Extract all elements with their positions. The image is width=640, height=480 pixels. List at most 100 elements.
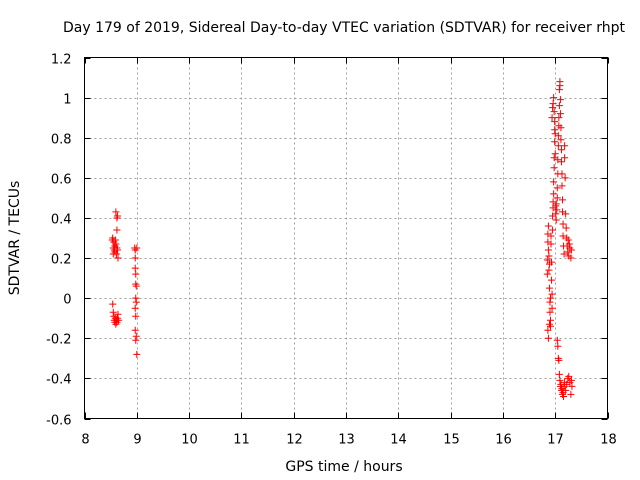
data-point xyxy=(132,312,140,320)
data-point xyxy=(552,200,560,208)
data-point xyxy=(132,332,140,340)
data-point xyxy=(553,336,561,344)
data-point xyxy=(545,266,553,274)
x-tick-label: 18 xyxy=(600,433,617,448)
y-tick-label: -0.2 xyxy=(46,333,71,348)
data-point xyxy=(560,250,568,258)
data-point xyxy=(555,86,563,94)
data-point xyxy=(551,150,559,158)
x-tick-label: 17 xyxy=(547,433,564,448)
data-point xyxy=(131,264,139,272)
data-point xyxy=(550,108,558,116)
x-tick-label: 13 xyxy=(338,433,355,448)
data-points xyxy=(108,78,576,400)
data-point xyxy=(113,212,121,220)
x-tick-label: 12 xyxy=(286,433,303,448)
data-point xyxy=(545,320,553,328)
data-point xyxy=(112,208,120,216)
data-point xyxy=(555,356,563,364)
data-point xyxy=(113,246,121,254)
y-tick-label: 1 xyxy=(63,93,71,108)
data-point xyxy=(558,170,566,178)
data-point xyxy=(132,336,140,344)
data-point xyxy=(548,276,556,284)
x-axis-label: GPS time / hours xyxy=(285,459,402,475)
data-point xyxy=(549,226,557,234)
data-point xyxy=(553,206,561,214)
data-point xyxy=(109,308,117,316)
data-point xyxy=(552,216,560,224)
data-point xyxy=(111,236,119,244)
data-point xyxy=(551,138,559,146)
data-point xyxy=(559,220,567,228)
x-tick-label: 9 xyxy=(133,433,141,448)
data-point xyxy=(114,310,122,318)
data-point xyxy=(544,246,552,254)
data-point xyxy=(565,240,573,248)
x-tick-label: 8 xyxy=(81,433,89,448)
data-point xyxy=(546,298,554,306)
y-axis-label: SDTVAR / TECUs xyxy=(7,181,23,296)
data-point xyxy=(131,304,139,312)
data-point xyxy=(557,158,565,166)
data-point xyxy=(550,190,558,198)
data-point xyxy=(544,222,552,230)
data-point xyxy=(547,240,555,248)
data-point xyxy=(548,304,556,312)
y-tick-labels: -0.6 -0.4 -0.2 0 0.2 0.4 0.6 0.8 1 1.2 xyxy=(46,53,71,429)
data-point xyxy=(544,334,552,342)
data-point xyxy=(557,136,565,144)
data-point xyxy=(132,282,140,290)
data-point xyxy=(114,316,122,324)
data-point xyxy=(567,390,575,398)
data-point xyxy=(109,300,117,308)
data-point xyxy=(544,326,552,334)
y-tick-label: 0.8 xyxy=(51,133,72,148)
data-point xyxy=(554,132,562,140)
data-point xyxy=(548,290,556,298)
data-point xyxy=(556,376,564,384)
y-tick-label: 0 xyxy=(63,293,71,308)
x-tick-label: 14 xyxy=(390,433,407,448)
data-point xyxy=(132,298,140,306)
data-point xyxy=(562,224,570,232)
data-point xyxy=(559,196,567,204)
data-point xyxy=(546,294,554,302)
data-point xyxy=(564,236,572,244)
x-tick-label: 16 xyxy=(495,433,512,448)
data-point xyxy=(550,178,558,186)
data-point xyxy=(554,156,562,164)
data-point xyxy=(561,142,569,150)
x-tick-label: 15 xyxy=(443,433,460,448)
data-point xyxy=(550,164,558,172)
data-point xyxy=(567,376,575,384)
data-point xyxy=(133,244,141,252)
chart-title: Day 179 of 2019, Sidereal Day-to-day VTE… xyxy=(63,20,625,36)
data-point xyxy=(549,104,557,112)
data-point xyxy=(114,254,122,262)
data-point xyxy=(555,114,563,122)
data-point xyxy=(565,372,573,380)
data-point xyxy=(562,386,570,394)
y-tick-label: 0.6 xyxy=(51,173,72,188)
x-tick-label: 11 xyxy=(233,433,250,448)
data-point xyxy=(557,124,565,132)
data-point xyxy=(567,254,575,262)
y-tick-label: 1.2 xyxy=(51,53,72,68)
data-point xyxy=(551,126,559,134)
data-point xyxy=(558,182,566,190)
data-point xyxy=(132,294,140,302)
data-point xyxy=(550,154,558,162)
y-tick-label: -0.4 xyxy=(46,373,71,388)
x-tick-labels: 8 9 10 11 12 13 14 15 16 17 18 xyxy=(81,433,616,448)
grid-lines xyxy=(84,57,608,419)
y-tick-label: -0.6 xyxy=(46,414,71,429)
data-point xyxy=(131,254,139,262)
data-point xyxy=(568,382,576,390)
data-point xyxy=(555,102,563,110)
data-point xyxy=(567,246,575,254)
data-point xyxy=(113,226,121,234)
data-point xyxy=(545,284,553,292)
data-point xyxy=(557,146,565,154)
